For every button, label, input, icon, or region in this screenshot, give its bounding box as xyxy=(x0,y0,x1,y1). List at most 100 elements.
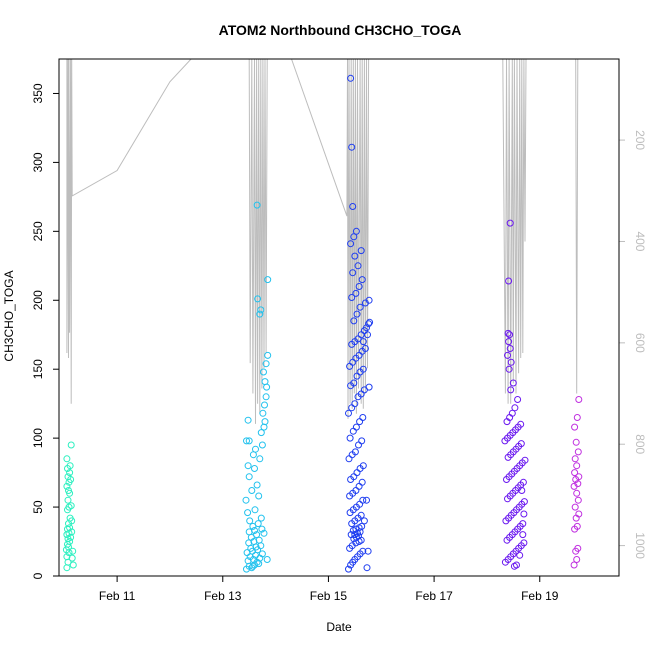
point-flight2-40 xyxy=(252,445,259,453)
point-flight4-43 xyxy=(517,440,525,448)
point-flight1-23 xyxy=(63,482,71,490)
point-flight1-22 xyxy=(65,487,72,494)
point-flight2-52 xyxy=(261,378,269,386)
point-flight3-86 xyxy=(355,283,363,290)
point-flight3-46 xyxy=(358,437,366,445)
pressure-segment-1 xyxy=(291,58,370,419)
data-points xyxy=(62,74,583,573)
point-flight2-45 xyxy=(260,423,268,431)
point-flight2-23 xyxy=(251,527,258,534)
point-flight1-19 xyxy=(67,502,75,510)
point-flight3-87 xyxy=(358,276,366,284)
point-flight4-7 xyxy=(520,539,528,547)
point-flight2-38 xyxy=(256,455,264,463)
point-flight2-54 xyxy=(262,360,270,368)
point-flight5-19 xyxy=(572,438,580,446)
point-flight2-36 xyxy=(251,465,258,472)
point-flight4-22 xyxy=(520,498,528,506)
point-flight4-37 xyxy=(521,456,529,464)
point-flight1-27 xyxy=(66,469,74,477)
point-flight3-48 xyxy=(349,427,357,435)
point-flight5-8 xyxy=(571,503,579,511)
pressure-trace xyxy=(66,58,579,424)
point-flight3-41 xyxy=(359,462,367,470)
point-flight5-10 xyxy=(573,489,581,497)
point-flight3-98 xyxy=(365,383,373,391)
point-flight3-91 xyxy=(357,247,365,255)
point-flight2-34 xyxy=(253,481,261,489)
point-flight4-54 xyxy=(511,404,519,412)
point-flight5-7 xyxy=(575,510,583,518)
point-flight2-60 xyxy=(253,201,261,209)
y2-tick-label-3: 800 xyxy=(633,434,647,454)
point-flight2-56 xyxy=(256,310,264,318)
point-flight3-102 xyxy=(360,517,368,525)
y-tick-label-6: 300 xyxy=(31,152,45,172)
point-flight3-77 xyxy=(364,331,371,339)
y-tick-label-2: 100 xyxy=(31,428,45,448)
point-flight3-51 xyxy=(359,414,367,421)
x-tick-label-3: Feb 17 xyxy=(415,589,453,603)
point-flight3-96 xyxy=(348,143,356,151)
point-flight2-21 xyxy=(253,531,261,539)
y-tick-label-4: 200 xyxy=(31,290,45,310)
point-flight1-31 xyxy=(67,441,75,449)
plot-frame xyxy=(58,58,620,577)
point-flight2-63 xyxy=(260,529,268,537)
point-flight2-55 xyxy=(264,351,272,359)
point-flight1-20 xyxy=(64,496,72,504)
point-flight2-41 xyxy=(258,441,266,449)
point-flight2-10 xyxy=(258,550,266,558)
point-flight3-15 xyxy=(347,531,355,539)
point-flight2-61 xyxy=(249,562,257,570)
point-flight4-65 xyxy=(505,277,513,285)
point-flight3-20 xyxy=(352,525,360,533)
point-flight5-3 xyxy=(574,544,582,552)
point-flight2-50 xyxy=(262,393,270,401)
point-flight4-53 xyxy=(508,409,516,417)
pressure-segment-3 xyxy=(502,58,527,404)
point-flight3-95 xyxy=(349,203,357,210)
point-flight1-30 xyxy=(63,455,71,463)
point-flight2-17 xyxy=(245,539,253,547)
point-flight3-76 xyxy=(366,318,374,326)
point-flight5-14 xyxy=(575,473,583,481)
point-flight5-22 xyxy=(575,396,583,403)
point-flight2-57 xyxy=(257,306,265,314)
point-flight3-36 xyxy=(358,478,366,486)
point-flight2-27 xyxy=(246,517,254,525)
point-flight1-35 xyxy=(68,554,76,562)
point-flight5-17 xyxy=(571,455,579,463)
point-flight4-14 xyxy=(519,520,527,528)
point-flight3-85 xyxy=(352,289,360,297)
point-flight3-78 xyxy=(359,338,367,346)
point-flight2-33 xyxy=(248,487,256,494)
point-flight1-32 xyxy=(69,547,77,555)
point-flight2-32 xyxy=(255,492,263,500)
point-flight3-44 xyxy=(351,448,359,456)
point-flight2-64 xyxy=(263,556,271,563)
point-flight3-83 xyxy=(365,296,373,304)
point-flight4-70 xyxy=(520,510,528,518)
point-flight2-24 xyxy=(258,525,266,533)
chart-title: ATOM2 Northbound CH3CHO_TOGA xyxy=(219,22,462,38)
point-flight3-90 xyxy=(351,252,359,260)
point-flight3-31 xyxy=(359,496,367,504)
axes: Feb 11 Feb 13 Feb 15 Feb 17 Feb 19 0 50 100 150 2… xyxy=(31,83,647,603)
point-flight3-6 xyxy=(359,547,367,555)
point-flight5-5 xyxy=(573,522,581,530)
point-flight5-1 xyxy=(573,556,581,563)
point-flight4-72 xyxy=(513,561,520,569)
point-flight4-69 xyxy=(519,531,527,539)
x-tick-label-0: Feb 11 xyxy=(99,589,136,603)
point-flight2-62 xyxy=(255,560,263,568)
point-flight4-55 xyxy=(514,396,522,403)
point-flight4-50 xyxy=(517,420,525,428)
point-flight2-37 xyxy=(244,462,252,470)
y2-tick-label-1: 400 xyxy=(633,231,647,251)
point-flight4-62 xyxy=(505,338,513,346)
x-axis-label: Date xyxy=(326,620,352,634)
point-flight4-60 xyxy=(504,351,511,359)
point-flight1-0 xyxy=(63,564,71,572)
y-tick-label-7: 350 xyxy=(31,83,45,103)
